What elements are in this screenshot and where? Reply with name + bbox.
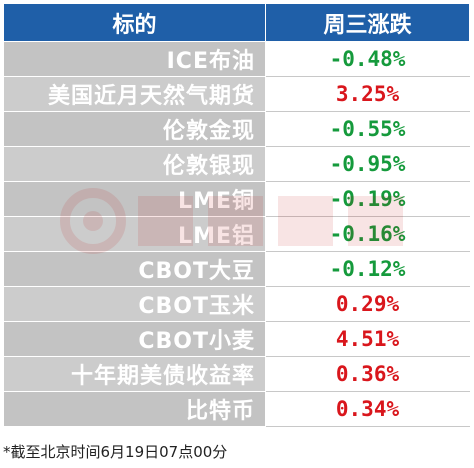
- asset-name: CBOT玉米: [3, 286, 266, 322]
- asset-name: 美国近月天然气期货: [3, 76, 266, 112]
- header-wednesday-change: 周三涨跌: [265, 3, 470, 42]
- change-value: -0.95%: [265, 146, 470, 182]
- table-row: 美国近月天然气期货 3.25%: [3, 76, 470, 112]
- table-row: CBOT玉米 0.29%: [3, 286, 470, 322]
- asset-name: LME铝: [3, 216, 266, 252]
- footnote: *截至北京时间6月19日07点00分: [3, 443, 228, 461]
- asset-name: CBOT小麦: [3, 321, 266, 357]
- table-row: LME铜 -0.19%: [3, 181, 470, 217]
- table-row: 伦敦金现 -0.55%: [3, 111, 470, 147]
- asset-name: 十年期美债收益率: [3, 356, 266, 392]
- asset-name: ICE布油: [3, 41, 266, 77]
- market-change-table: 标的 周三涨跌 ICE布油 -0.48% 美国近月天然气期货 3.25% 伦敦金…: [3, 3, 470, 427]
- change-value: -0.16%: [265, 216, 470, 252]
- change-value: -0.12%: [265, 251, 470, 287]
- table-row: CBOT小麦 4.51%: [3, 321, 470, 357]
- change-value: 0.36%: [265, 356, 470, 392]
- change-value: 0.34%: [265, 391, 470, 427]
- asset-name: LME铜: [3, 181, 266, 217]
- change-value: 4.51%: [265, 321, 470, 357]
- asset-name: 比特币: [3, 391, 266, 427]
- table-row: ICE布油 -0.48%: [3, 41, 470, 77]
- change-value: 0.29%: [265, 286, 470, 322]
- change-value: -0.19%: [265, 181, 470, 217]
- table-row: CBOT大豆 -0.12%: [3, 251, 470, 287]
- asset-name: CBOT大豆: [3, 251, 266, 287]
- header-asset: 标的: [3, 3, 266, 42]
- table-row: 伦敦银现 -0.95%: [3, 146, 470, 182]
- asset-name: 伦敦金现: [3, 111, 266, 147]
- change-value: -0.48%: [265, 41, 470, 77]
- table-row: 十年期美债收益率 0.36%: [3, 356, 470, 392]
- asset-name: 伦敦银现: [3, 146, 266, 182]
- table-header-row: 标的 周三涨跌: [3, 3, 470, 42]
- change-value: 3.25%: [265, 76, 470, 112]
- table-row: LME铝 -0.16%: [3, 216, 470, 252]
- change-value: -0.55%: [265, 111, 470, 147]
- table-row: 比特币 0.34%: [3, 391, 470, 427]
